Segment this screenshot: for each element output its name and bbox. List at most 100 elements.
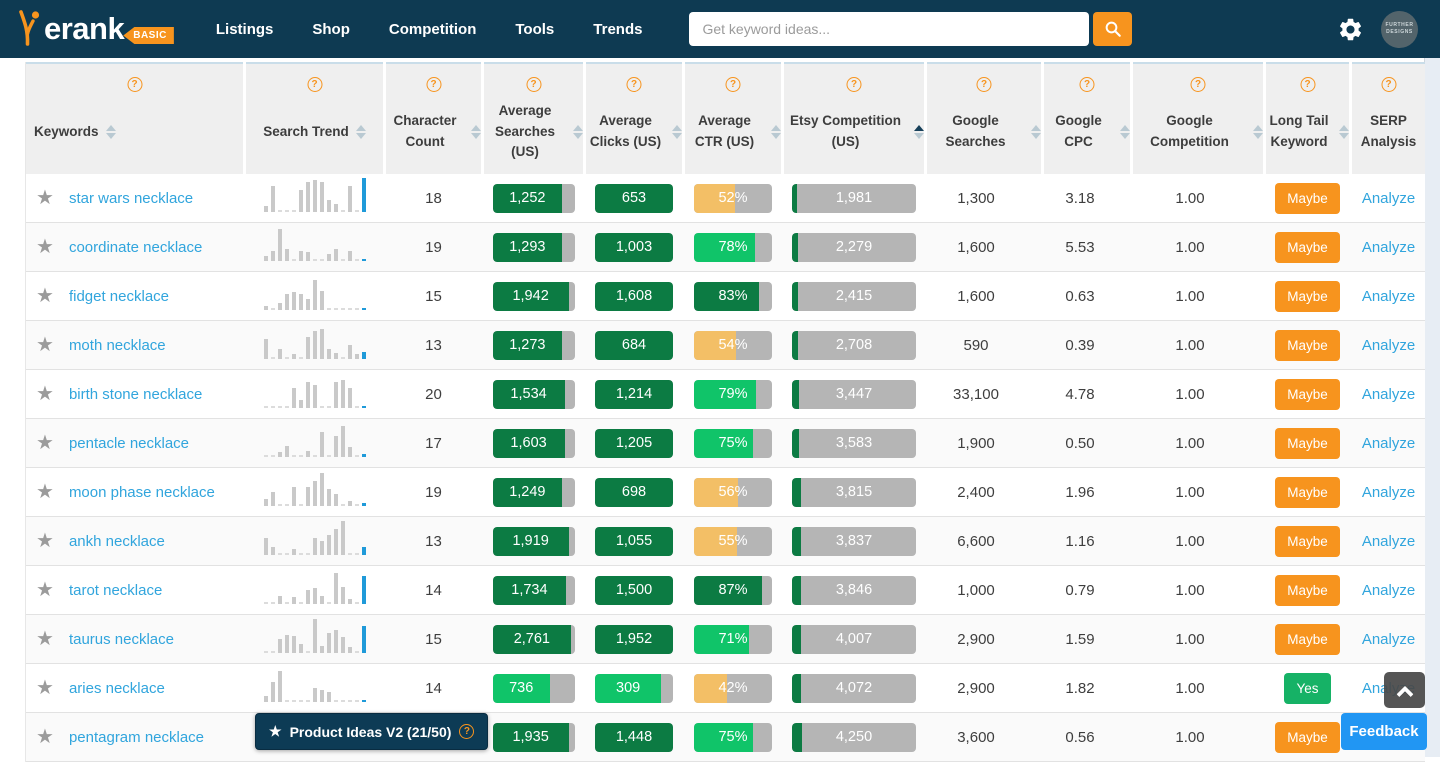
favorite-star-icon[interactable]: ★ (36, 481, 54, 503)
long-tail-badge[interactable]: Maybe (1275, 280, 1340, 312)
serp-analyze-link[interactable]: Analyze (1361, 189, 1416, 207)
help-icon[interactable]: ? (127, 77, 142, 92)
long-tail-badge[interactable]: Maybe (1275, 182, 1340, 214)
serp-analyze-link[interactable]: Analyze (1361, 238, 1416, 256)
long-tail-badge[interactable]: Maybe (1275, 378, 1340, 410)
long-tail-badge[interactable]: Maybe (1275, 231, 1340, 263)
column-header-average-ctr-us-[interactable]: ? Average CTR (US) (685, 62, 781, 174)
favorite-star-icon[interactable]: ★ (36, 677, 54, 699)
keyword-link[interactable]: moon phase necklace (68, 483, 215, 501)
long-tail-badge[interactable]: Maybe (1275, 623, 1340, 655)
trend-bar (305, 590, 310, 604)
serp-analyze-link[interactable]: Analyze (1361, 532, 1416, 550)
favorite-star-icon[interactable]: ★ (36, 432, 54, 454)
gear-icon[interactable] (1337, 16, 1364, 43)
column-header-serp-analysis[interactable]: ? SERP Analysis (1352, 62, 1425, 174)
long-tail-badge[interactable]: Maybe (1275, 427, 1340, 459)
sort-arrows-icon[interactable] (1031, 125, 1041, 139)
serp-analyze-link[interactable]: Analyze (1361, 483, 1416, 501)
avg-ctr-pill: 54% (694, 330, 772, 360)
feedback-button[interactable]: Feedback (1341, 713, 1427, 750)
sort-arrows-icon[interactable] (573, 124, 583, 139)
sort-arrows-icon[interactable] (1339, 125, 1349, 139)
help-icon[interactable]: ? (725, 77, 741, 92)
keyword-link[interactable]: taurus necklace (68, 630, 174, 648)
favorite-star-icon[interactable]: ★ (36, 726, 54, 748)
serp-analyze-link[interactable]: Analyze (1361, 385, 1416, 403)
help-icon[interactable]: ? (426, 77, 441, 92)
favorite-star-icon[interactable]: ★ (36, 579, 54, 601)
long-tail-badge[interactable]: Maybe (1275, 721, 1340, 753)
help-icon[interactable]: ? (1300, 77, 1315, 92)
help-icon[interactable]: ? (307, 77, 322, 92)
help-icon[interactable]: ? (1381, 77, 1396, 92)
keyword-link[interactable]: fidget necklace (68, 287, 170, 305)
avg-searches-pill: 1,249 (492, 477, 575, 507)
help-icon[interactable]: ? (459, 724, 475, 739)
column-header-google-cpc[interactable]: ? Google CPC (1044, 62, 1130, 174)
serp-analyze-link[interactable]: Analyze (1361, 630, 1416, 648)
favorite-star-icon[interactable]: ★ (36, 285, 54, 307)
sort-arrows-icon[interactable] (105, 124, 116, 139)
help-icon[interactable]: ? (526, 77, 541, 92)
favorite-star-icon[interactable]: ★ (36, 236, 54, 258)
sort-arrows-icon[interactable] (355, 124, 366, 139)
serp-analyze-link[interactable]: Analyze (1361, 581, 1416, 599)
scroll-to-top-button[interactable] (1384, 672, 1425, 708)
sort-arrows-icon[interactable] (471, 125, 481, 139)
column-header-search-trend[interactable]: ? Search Trend (246, 62, 383, 174)
long-tail-badge[interactable]: Yes (1284, 672, 1331, 704)
trend-bar (305, 651, 310, 653)
nav-item-competition[interactable]: Competition (388, 20, 477, 38)
favorite-star-icon[interactable]: ★ (36, 334, 54, 356)
keyword-search-input[interactable] (689, 12, 1090, 46)
help-icon[interactable]: ? (626, 77, 642, 92)
long-tail-badge[interactable]: Maybe (1275, 574, 1340, 606)
keyword-link[interactable]: pentacle necklace (68, 434, 190, 452)
serp-analyze-link[interactable]: Analyze (1361, 336, 1416, 354)
favorite-star-icon[interactable]: ★ (36, 628, 54, 650)
column-header-character-count[interactable]: ? Character Count (386, 62, 481, 174)
keyword-link[interactable]: coordinate necklace (68, 238, 203, 256)
nav-item-shop[interactable]: Shop (312, 20, 350, 38)
long-tail-badge[interactable]: Maybe (1275, 329, 1340, 361)
search-button[interactable] (1093, 12, 1133, 46)
keyword-link[interactable]: ankh necklace (68, 532, 165, 550)
column-header-keywords[interactable]: ? Keywords (26, 62, 243, 174)
favorite-star-icon[interactable]: ★ (36, 187, 54, 209)
user-avatar[interactable]: FURTHER DESIGNS (1381, 10, 1418, 48)
avg-clicks-pill: 653 (595, 183, 673, 213)
favorite-star-icon[interactable]: ★ (36, 383, 54, 405)
help-icon[interactable]: ? (846, 77, 862, 92)
keyword-link[interactable]: aries necklace (68, 679, 165, 697)
nav-item-listings[interactable]: Listings (215, 20, 274, 38)
serp-analyze-link[interactable]: Analyze (1361, 434, 1416, 452)
column-header-etsy-competition-us-[interactable]: ? Etsy Competition (US) (784, 62, 924, 174)
long-tail-badge[interactable]: Maybe (1275, 476, 1340, 508)
product-ideas-button[interactable]: ★ Product Ideas V2 (21/50) ? (255, 713, 489, 750)
column-header-google-searches[interactable]: ? Google Searches (927, 62, 1041, 174)
help-icon[interactable]: ? (1079, 77, 1095, 92)
sort-arrows-icon[interactable] (914, 125, 924, 139)
sort-arrows-icon[interactable] (771, 125, 781, 139)
nav-item-tools[interactable]: Tools (515, 20, 555, 38)
column-header-average-clicks-us-[interactable]: ? Average Clicks (US) (586, 62, 682, 174)
help-icon[interactable]: ? (976, 77, 992, 92)
column-header-average-searches-us-[interactable]: ? Average Searches (US) (484, 62, 583, 174)
sort-arrows-icon[interactable] (1120, 125, 1130, 139)
sort-arrows-icon[interactable] (672, 125, 682, 139)
column-header-google-competition[interactable]: ? Google Competition (1133, 62, 1263, 174)
keyword-link[interactable]: tarot necklace (68, 581, 163, 599)
erank-logo[interactable]: erank BASIC (18, 9, 174, 49)
favorite-star-icon[interactable]: ★ (36, 530, 54, 552)
keyword-link[interactable]: pentagram necklace (68, 728, 205, 746)
keyword-link[interactable]: star wars necklace (68, 189, 194, 207)
column-header-long-tail-keyword[interactable]: ? Long Tail Keyword (1266, 62, 1349, 174)
keyword-link[interactable]: birth stone necklace (68, 385, 203, 403)
serp-analyze-link[interactable]: Analyze (1361, 287, 1416, 305)
long-tail-badge[interactable]: Maybe (1275, 525, 1340, 557)
sort-arrows-icon[interactable] (1253, 125, 1263, 139)
nav-item-trends[interactable]: Trends (593, 20, 643, 38)
keyword-link[interactable]: moth necklace (68, 336, 166, 354)
help-icon[interactable]: ? (1190, 77, 1206, 92)
